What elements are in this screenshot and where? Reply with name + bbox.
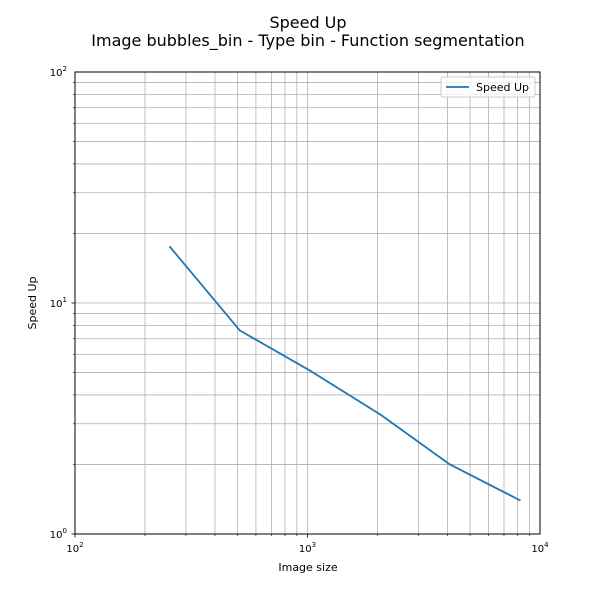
data-point — [448, 463, 451, 466]
legend-label: Speed Up — [476, 81, 529, 94]
data-point — [378, 413, 381, 416]
chart-title: Speed Up — [269, 13, 346, 32]
legend-box — [440, 76, 536, 98]
grid — [74, 72, 540, 535]
series-line — [169, 246, 521, 502]
data-point — [308, 369, 311, 372]
chart-subtitle: Image bubbles_bin - Type bin - Function … — [91, 31, 524, 51]
y-tick-label: 100 — [50, 527, 67, 541]
x-tick-label: 103 — [299, 541, 316, 555]
legend: Speed Up — [440, 76, 536, 98]
y-tick-label: 102 — [50, 65, 67, 79]
series-layer — [169, 245, 521, 502]
data-point — [169, 245, 171, 248]
data-point — [239, 329, 241, 332]
y-tick-label: 101 — [50, 296, 67, 310]
axis-ticks: 102 103 104 100 101 102 — [50, 65, 549, 555]
x-tick-label: 104 — [531, 541, 549, 555]
y-axis-label: Speed Up — [26, 276, 39, 329]
data-point — [518, 499, 521, 502]
x-axis-label: Image size — [278, 561, 338, 574]
x-tick-label: 102 — [66, 541, 83, 555]
